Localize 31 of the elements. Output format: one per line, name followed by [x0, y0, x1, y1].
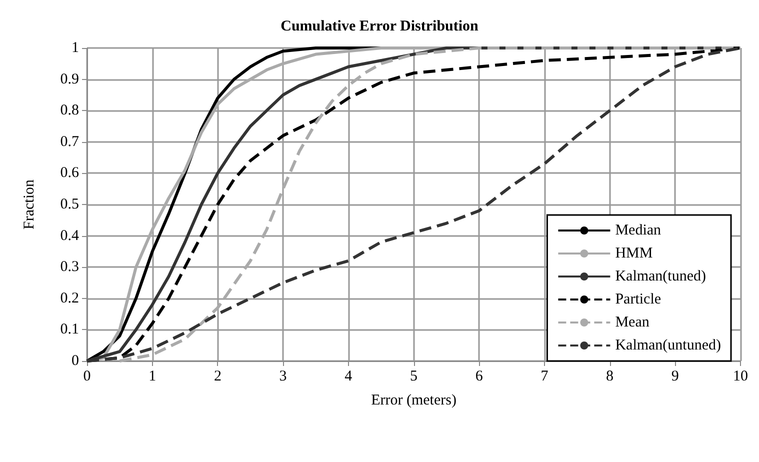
y-tick-label: 0	[72, 353, 79, 369]
y-tick-label: 0.5	[60, 196, 79, 212]
legend-label: Mean	[615, 314, 650, 330]
y-tick-label: 0.8	[60, 102, 79, 119]
legend-label: Median	[615, 222, 662, 238]
x-tick-label: 1	[148, 368, 156, 384]
y-tick-label: 0.6	[60, 165, 80, 182]
legend-label: Kalman(tuned)	[615, 268, 706, 284]
x-tick-label: 6	[475, 368, 484, 384]
y-tick-label: 0.2	[60, 290, 79, 306]
x-tick-label: 4	[344, 368, 353, 384]
x-tick-label: 10	[733, 368, 748, 384]
x-tick-label: 9	[671, 368, 679, 384]
legend-label: Kalman(untuned)	[615, 338, 722, 354]
y-tick-label: 1	[72, 40, 79, 56]
legend-label: Particle	[615, 292, 662, 308]
y-tick-label: 0.3	[60, 259, 79, 276]
chart-title: Cumulative Error Distribution	[280, 18, 480, 34]
x-tick-label: 5	[410, 368, 418, 384]
x-axis-title: Error (meters)	[371, 392, 456, 408]
legend-label: HMM	[615, 246, 653, 262]
x-tick-label: 3	[279, 368, 287, 384]
y-tick-label: 0.7	[60, 134, 80, 150]
y-tick-label: 0.1	[60, 322, 79, 338]
y-tick-label: 0.9	[60, 71, 79, 88]
x-tick-label: 2	[214, 368, 222, 384]
y-tick-label: 0.4	[60, 228, 80, 244]
y-axis-title: Fraction	[22, 179, 38, 230]
x-tick-label: 7	[540, 368, 549, 384]
x-tick-label: 8	[606, 368, 614, 384]
x-tick-label: 0	[83, 368, 91, 384]
